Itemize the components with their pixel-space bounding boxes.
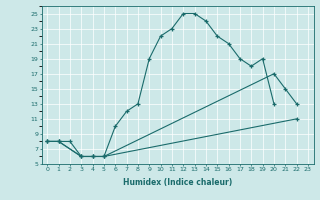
X-axis label: Humidex (Indice chaleur): Humidex (Indice chaleur) [123, 178, 232, 187]
